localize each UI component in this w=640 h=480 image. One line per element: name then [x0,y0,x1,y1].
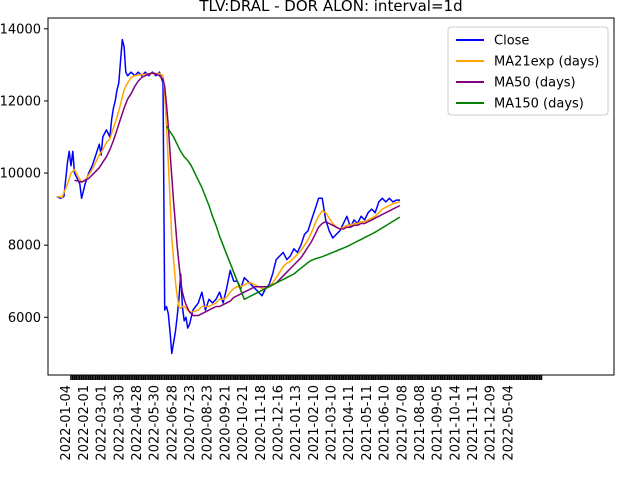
x-tick-label: 2022-04-28 [130,385,145,461]
chart-title: TLV:DRAL - DOR ALON: interval=1d [198,0,462,15]
x-tick-label: 2020-11-18 [254,385,269,461]
x-tick-label: 2020-12-16 [271,385,286,461]
x-tick-label: 2021-08-08 [413,385,428,461]
x-tick-label: 2021-02-10 [307,385,322,461]
x-tick-label: 2022-06-28 [165,385,180,461]
series-line-3 [165,125,401,301]
x-tick-label: 2022-05-04 [501,385,516,461]
series-line-0 [56,38,400,355]
x-tick-label: 2020-09-21 [218,385,233,461]
x-tick-label: 2021-07-08 [395,385,410,461]
legend: Close MA21exp (days) MA50 (days) MA150 (day… [447,26,609,116]
x-tick-label: 2020-07-23 [183,385,198,461]
plot-lines [56,38,401,355]
y-tick-label: 6000 [8,311,41,326]
x-tick-label: 2021-04-11 [342,385,357,461]
x-tick-label: 2022-03-30 [112,385,127,461]
x-tick-label: 2022-03-01 [95,385,110,461]
legend-box [447,26,609,116]
x-tick-label: 2021-03-10 [325,385,340,461]
x-tick-label: 2021-10-14 [448,385,463,461]
legend-label: MA150 (days) [494,97,584,112]
x-tick-label: 2021-12-09 [484,385,499,461]
x-tick-label: 2020-08-23 [201,385,216,461]
legend-label: Close [494,34,529,49]
x-tick-label: 2021-06-10 [378,385,393,461]
x-tick-label: 2021-11-11 [466,385,481,461]
y-tick-label: 12000 [0,94,41,109]
x-tick-label: 2020-10-21 [236,385,251,461]
y-tick-label: 10000 [0,167,41,182]
y-tick-label: 8000 [8,239,41,254]
x-tick-label: 2021-01-13 [289,385,304,461]
x-tick-label: 2021-05-11 [360,385,375,461]
series-line-2 [74,72,401,317]
y-tick-label: 14000 [0,22,41,37]
x-tick-label: 2022-01-04 [59,385,74,461]
legend-label: MA50 (days) [494,76,576,91]
y-axis: 6000 8000 10000 12000 14000 [0,22,48,326]
legend-label: MA21exp (days) [494,55,599,70]
x-tick-label: 2021-09-05 [431,385,446,461]
x-axis: 2022-01-04 2022-02-01 2022-03-01 2022-03-30… [59,375,543,461]
x-tick-label: 2022-05-30 [148,385,163,461]
x-tick-label: 2022-02-01 [77,385,92,461]
